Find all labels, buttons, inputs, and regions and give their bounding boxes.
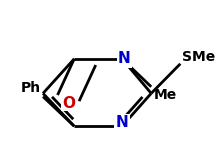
Text: O: O [62,96,75,111]
Text: N: N [118,51,131,66]
Text: Ph: Ph [20,81,41,95]
Text: N: N [116,115,129,130]
Text: SMe: SMe [182,50,216,64]
Text: Me: Me [154,88,177,102]
